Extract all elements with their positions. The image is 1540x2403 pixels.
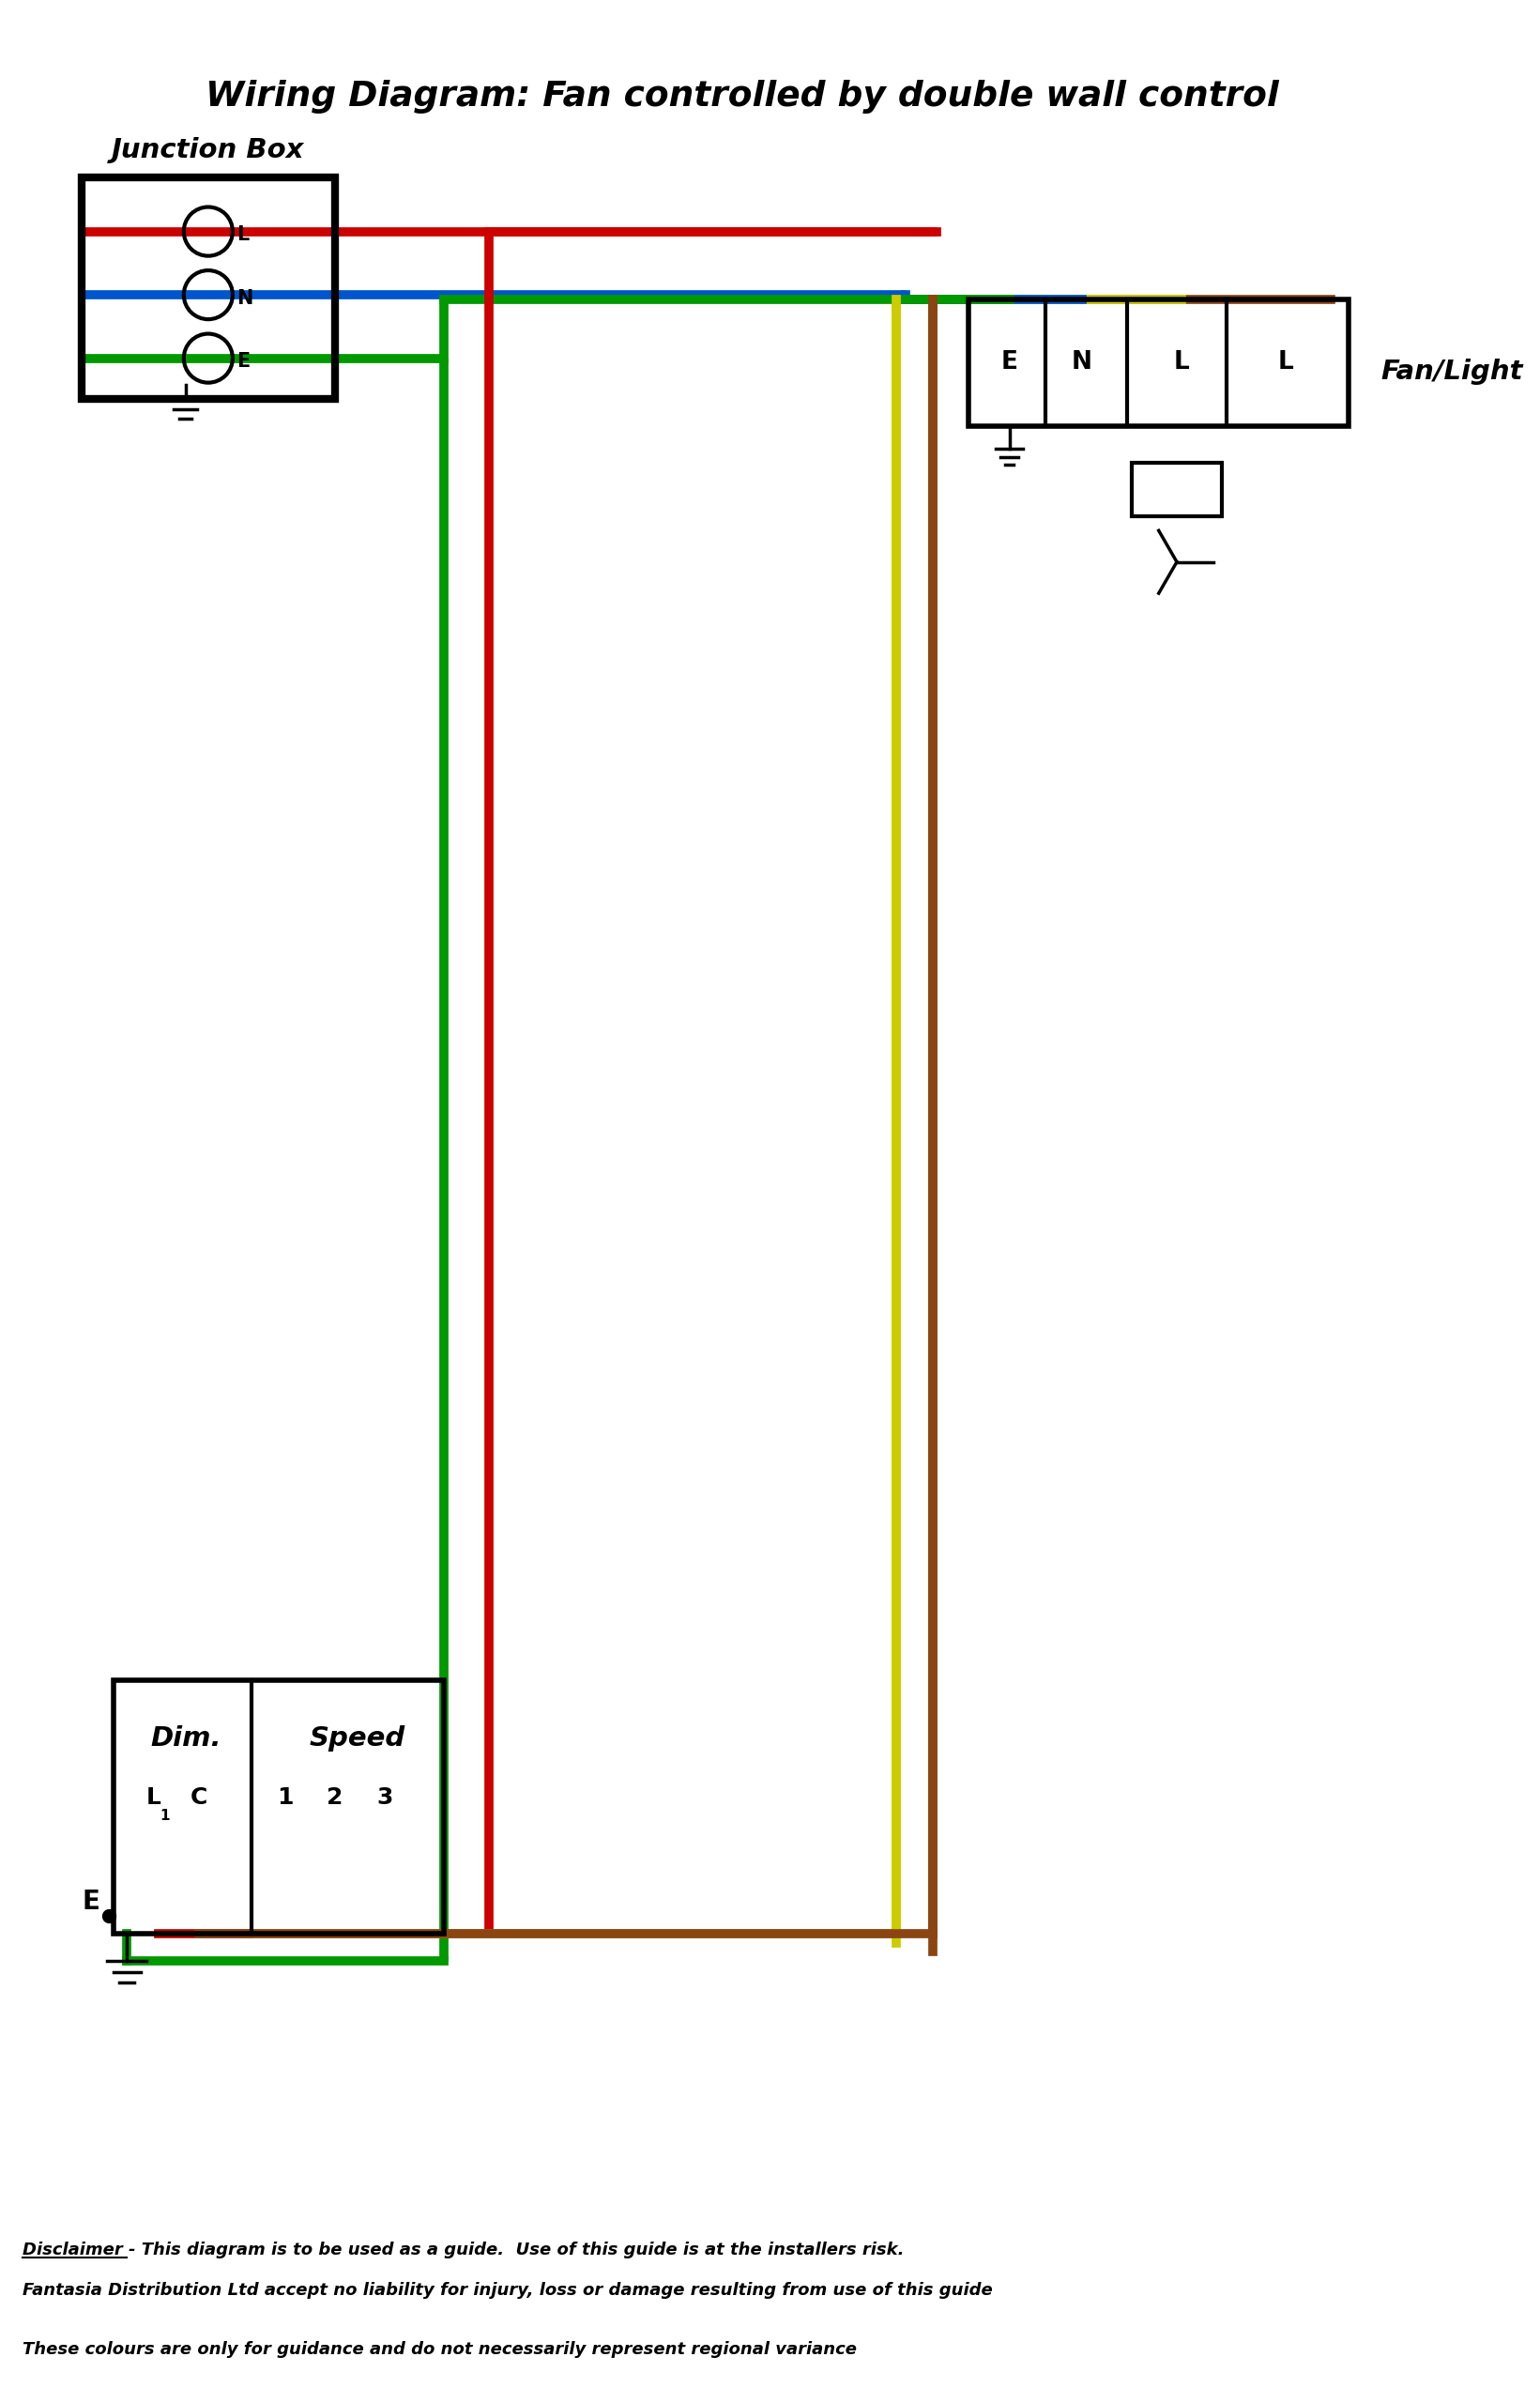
Text: 2: 2 [326,1785,343,1809]
Bar [969,300,1349,425]
Text: 1: 1 [160,1809,169,1824]
Text: Dim.: Dim. [149,1725,222,1752]
Text: E: E [236,353,249,370]
Bar [112,1680,444,1934]
Text: L: L [236,226,248,245]
Text: Junction Box: Junction Box [112,137,305,163]
Text: These colours are only for guidance and do not necessarily represent regional va: These colours are only for guidance and … [23,2341,856,2357]
Text: Disclaimer - This diagram is to be used as a guide.  Use of this guide is at the: Disclaimer - This diagram is to be used … [23,2242,904,2259]
Text: Speed: Speed [310,1725,405,1752]
Bar [1132,461,1223,517]
Bar [82,178,334,399]
Text: 3: 3 [377,1785,393,1809]
Text: Fantasia Distribution Ltd accept no liability for injury, loss or damage resulti: Fantasia Distribution Ltd accept no liab… [23,2283,993,2300]
Text: 1: 1 [277,1785,293,1809]
Text: L: L [1278,351,1294,375]
Text: L: L [146,1785,162,1809]
Text: Wiring Diagram: Fan controlled by double wall control: Wiring Diagram: Fan controlled by double… [206,79,1280,113]
Text: N: N [236,288,253,308]
Text: L: L [1173,351,1189,375]
Text: Fan/Light: Fan/Light [1380,358,1523,384]
Text: C: C [191,1785,208,1809]
Text: N: N [1072,351,1092,375]
Text: E: E [1001,351,1018,375]
Text: E: E [82,1889,100,1915]
